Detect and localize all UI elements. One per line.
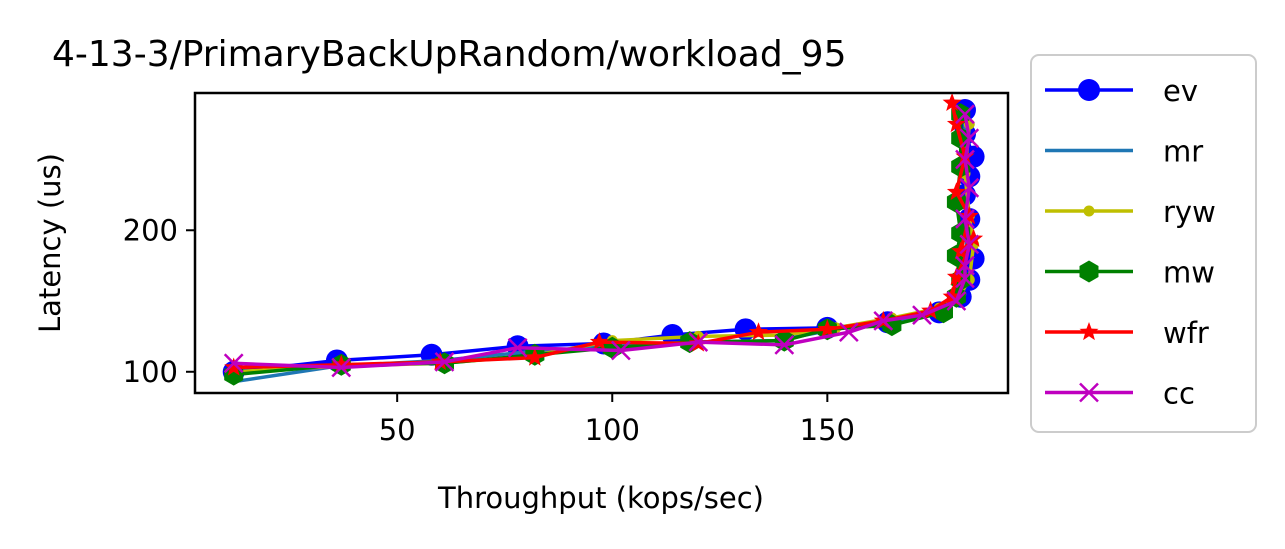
data-point-cc — [959, 234, 980, 255]
legend-item-cc: cc — [1045, 377, 1195, 411]
data-point-wfr — [525, 347, 545, 366]
data-point-cc — [955, 149, 975, 170]
data-point-cc — [610, 340, 631, 361]
series-line-cc — [233, 113, 972, 370]
legend-marker-ryw — [1083, 205, 1095, 217]
data-point-wfr — [224, 357, 244, 376]
data-point-cc — [838, 322, 859, 343]
data-point-cc — [873, 310, 894, 331]
series-cc — [223, 104, 980, 378]
y-tick-label: 200 — [123, 213, 178, 247]
legend-label-ev: ev — [1163, 74, 1198, 108]
data-point-wfr — [749, 322, 768, 341]
plot-frame — [193, 91, 1010, 395]
data-point-cc — [955, 104, 975, 125]
legend-label-wfr: wfr — [1163, 316, 1209, 350]
data-point-wfr — [946, 267, 966, 286]
y-tick-label: 100 — [123, 355, 178, 389]
data-point-wfr — [946, 182, 966, 201]
data-point-cc — [774, 335, 795, 355]
data-point-wfr — [951, 241, 971, 260]
legend-item-mr: mr — [1045, 135, 1203, 169]
legend-item-mw: mw — [1045, 256, 1215, 290]
data-point-wfr — [817, 319, 837, 338]
x-tick-label: 50 — [379, 413, 416, 447]
data-point-cc — [955, 209, 975, 229]
data-point-ev — [661, 323, 684, 346]
legend-item-ev: ev — [1045, 74, 1198, 108]
y-axis-label: Latency (us) — [33, 153, 67, 333]
data-point-cc — [955, 255, 975, 276]
data-point-cc — [434, 351, 455, 372]
data-point-cc — [223, 353, 244, 374]
data-point-wfr — [964, 228, 984, 247]
data-point-cc — [507, 337, 528, 358]
legend-item-wfr: wfr — [1045, 316, 1209, 350]
chart-title: 4-13-3/PrimaryBackUpRandom/workload_95 — [52, 34, 846, 75]
legend-box — [1030, 54, 1257, 433]
x-tick-label: 100 — [585, 413, 640, 447]
data-point-cc — [331, 357, 352, 378]
legend-label-ryw: ryw — [1163, 195, 1216, 229]
data-point-cc — [912, 305, 932, 326]
legend-marker-wfr — [1079, 322, 1099, 341]
data-point-cc — [959, 177, 980, 198]
data-point-cc — [946, 291, 967, 311]
legend: ev mr ryw mw wfr cc — [1030, 54, 1257, 433]
axes: 50 100 150 100 200 — [123, 213, 855, 447]
legend-label-mw: mw — [1163, 256, 1215, 290]
data-point-wfr — [589, 332, 609, 351]
legend-marker-cc — [1079, 382, 1099, 403]
legend-marker-mw — [1079, 260, 1099, 283]
data-point-cc — [959, 128, 980, 149]
legend-label-mr: mr — [1163, 135, 1203, 169]
data-point-wfr — [331, 354, 351, 373]
legend-marker-ev — [1078, 79, 1100, 101]
x-tick-label: 150 — [800, 413, 855, 447]
plot-series — [222, 93, 985, 386]
x-axis-label: Throughput (kops/sec) — [437, 481, 764, 515]
legend-item-ryw: ryw — [1045, 195, 1216, 229]
data-point-wfr — [942, 93, 962, 111]
data-point-cc — [688, 332, 709, 352]
legend-label-cc: cc — [1163, 377, 1195, 411]
